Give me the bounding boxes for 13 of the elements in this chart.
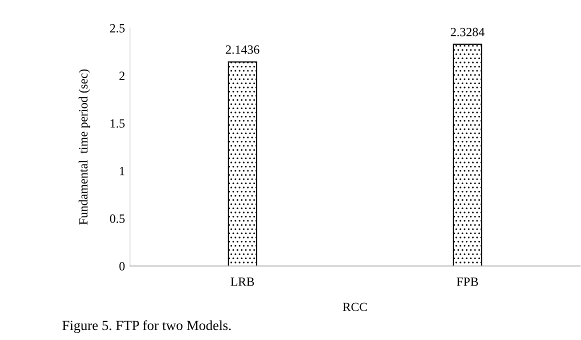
y-tick-label: 0.5 [110, 214, 125, 223]
y-axis-title: Fundamental time period (sec) [78, 69, 90, 225]
caption: Figure 5. FTP for two Models. [62, 320, 231, 333]
data-label: 2.3284 [450, 28, 484, 36]
y-tick-label: 1 [120, 166, 124, 176]
x-tick-label: LRB [230, 278, 254, 286]
y-tick-label: 1.5 [110, 119, 125, 128]
x-tick-label: FPB [456, 278, 478, 286]
y-tick-label: 0 [119, 262, 125, 270]
y-tick-label: 2 [119, 72, 124, 80]
data-label: 2.1436 [226, 45, 260, 54]
y-tick-label: 2.5 [110, 24, 125, 33]
x-axis-title: RCC [342, 302, 367, 312]
